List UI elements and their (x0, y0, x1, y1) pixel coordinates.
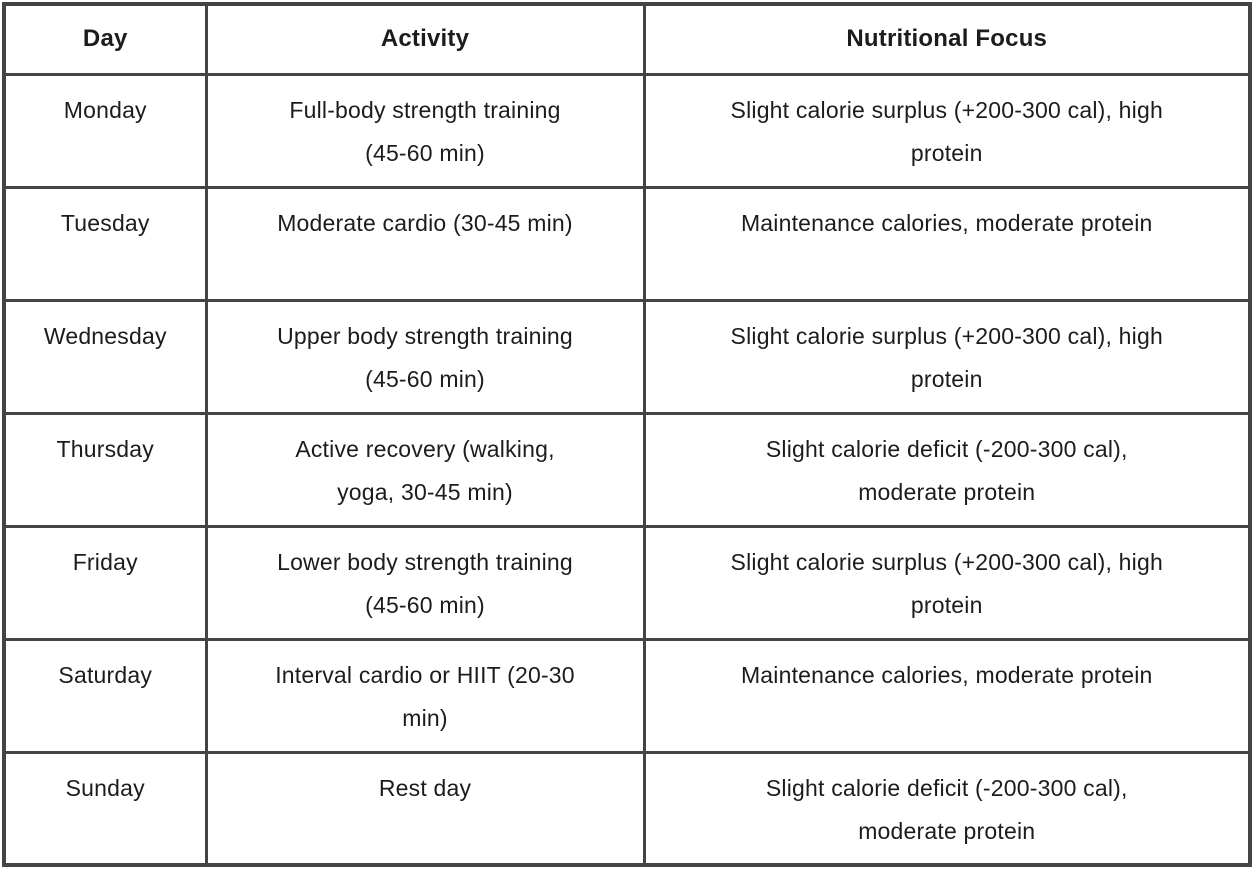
day-cell: Thursday (2, 411, 208, 528)
activity-cell: Active recovery (walking, yoga, 30-45 mi… (204, 411, 646, 528)
header-activity: Activity (204, 2, 646, 76)
day-cell: Tuesday (2, 185, 208, 302)
nutrition-cell: Slight calorie deficit (-200-300 cal), m… (642, 411, 1252, 528)
table-row-sunday: Sunday Rest day Slight calorie deficit (… (2, 750, 1252, 867)
nutrition-cell: Slight calorie surplus (+200-300 cal), h… (642, 298, 1252, 415)
header-row: Day Activity Nutritional Focus (2, 2, 1252, 76)
nutrition-cell: Slight calorie surplus (+200-300 cal), h… (642, 524, 1252, 641)
day-cell: Friday (2, 524, 208, 641)
table-row-thursday: Thursday Active recovery (walking, yoga,… (2, 411, 1252, 528)
table-row-monday: Monday Full-body strength training (45-6… (2, 72, 1252, 189)
header-day: Day (2, 2, 208, 76)
nutrition-cell: Maintenance calories, moderate protein (642, 637, 1252, 754)
nutrition-cell: Slight calorie deficit (-200-300 cal), m… (642, 750, 1252, 867)
table-row-saturday: Saturday Interval cardio or HIIT (20-30 … (2, 637, 1252, 754)
table-row-wednesday: Wednesday Upper body strength training (… (2, 298, 1252, 415)
activity-cell: Interval cardio or HIIT (20-30 min) (204, 637, 646, 754)
day-cell: Sunday (2, 750, 208, 867)
activity-cell: Full-body strength training (45-60 min) (204, 72, 646, 189)
nutrition-cell: Slight calorie surplus (+200-300 cal), h… (642, 72, 1252, 189)
table-body: Monday Full-body strength training (45-6… (2, 72, 1252, 867)
day-cell: Wednesday (2, 298, 208, 415)
nutrition-cell: Maintenance calories, moderate protein (642, 185, 1252, 302)
day-cell: Saturday (2, 637, 208, 754)
day-cell: Monday (2, 72, 208, 189)
table-row-friday: Friday Lower body strength training (45-… (2, 524, 1252, 641)
activity-cell: Moderate cardio (30-45 min) (204, 185, 646, 302)
activity-cell: Lower body strength training (45-60 min) (204, 524, 646, 641)
table-header: Day Activity Nutritional Focus (2, 2, 1252, 76)
header-nutritional-focus: Nutritional Focus (642, 2, 1252, 76)
activity-cell: Rest day (204, 750, 646, 867)
table-row-tuesday: Tuesday Moderate cardio (30-45 min) Main… (2, 185, 1252, 302)
activity-cell: Upper body strength training (45-60 min) (204, 298, 646, 415)
